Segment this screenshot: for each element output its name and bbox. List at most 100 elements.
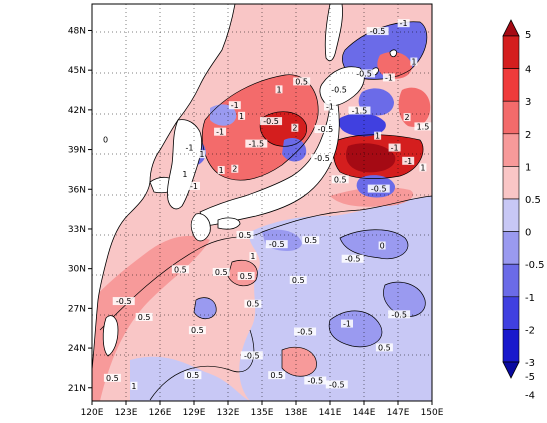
contour-label: 1 [219,166,224,175]
colorbar-top-arrow [502,19,520,37]
land-korea [167,119,203,210]
contour-label-bg [260,117,283,126]
contour-label-bg [102,135,110,144]
contour-label-bg [237,271,255,280]
contour-label-bg [331,175,349,184]
land-asia-continent [92,4,236,371]
colorbar-label: 1 [525,162,531,173]
contour-label: -0.5 [307,376,323,385]
contour-label-bg [249,252,257,261]
contour-label: 0.5 [270,371,283,380]
contour-label: -0.5 [331,85,347,94]
contour-label-bg [382,73,395,82]
contour-label-bg [419,163,427,172]
contour-label: 0.5 [247,300,260,309]
contour-label: -1 [216,128,224,137]
anomaly-region-negative-korea-east [210,104,237,126]
lon-tick-label: 120E [81,408,104,418]
contour-label: -0.5 [329,380,345,389]
contour-label: -0.5 [314,154,330,163]
contour-label-bg [265,240,288,249]
colorbar-segment [502,231,520,265]
colorbar-label: 0 [525,228,531,239]
colorbar-label: 3 [525,97,531,108]
lat-tick-label: 39N [68,146,86,156]
contour-label-bg [388,143,401,152]
lat-tick-label: 48N [68,26,86,36]
lat-tick-label: 30N [68,265,86,275]
contour-label: 1 [131,382,136,391]
colorbar-label: 0.5 [525,195,541,206]
contour-label: -0.5 [244,351,260,360]
contour-label: 0.5 [334,175,347,184]
anomaly-region-negative-japan-sea-2 [282,137,307,162]
contour-label-bg [366,27,389,36]
colorbar-label: -1 [525,293,535,304]
colorbar-label: -2 [525,325,535,336]
contour-label: -0.5 [263,117,279,126]
contour-label: 0.5 [240,272,253,281]
contour-label: 0.5 [378,343,391,352]
contour-label-bg [183,143,196,152]
land-shikoku [217,217,241,230]
contour-label-bg [130,381,138,390]
contour-label-bg [311,154,334,163]
lon-tick-label: 132E [217,408,240,418]
contour-label: -1 [185,144,193,153]
contour-label: 1 [182,170,187,179]
contour-label-bg [268,371,286,380]
lat-tick-label: 24N [68,344,86,354]
contour-label: -1 [326,103,334,112]
contour-label: 2 [405,113,410,122]
map-panel: -1-0.5-0.5 -11-0.5-1 -1.50.5-0.51-12-11-1.… [92,4,432,401]
colorbar-segment [502,198,520,232]
contour-label: 0.5 [174,265,187,274]
colorbar-segment [502,263,520,298]
colorbar-segment [502,133,520,167]
colorbar-label: 2 [525,130,531,141]
contour-label-bg [341,319,353,328]
lon-tick-label: 144E [353,408,376,418]
contour-label-bg [325,380,348,389]
contour-label-bg [171,265,189,274]
contour-label-bg [374,131,382,140]
contour-label: -1 [400,19,408,28]
contour-label: 2 [232,165,237,174]
contour-label: 0.5 [295,77,308,86]
contour-label: -0.5 [370,27,386,36]
contour-label-bg [293,77,311,86]
contour-label: 1 [239,112,244,121]
colorbar-segment [502,166,520,200]
contour-label-bg [291,123,299,132]
contour-label: -0.5 [371,185,387,194]
contour-label-bg [214,127,227,136]
contour-label-bg [236,230,254,239]
anomaly-region-positive-ne-pacific-core [345,143,396,173]
contour-label-bg [198,150,206,159]
colorbar-segment [502,68,520,102]
contour-label: -1 [343,320,351,329]
contour-label: 0.5 [191,326,204,335]
contour-labels: -1-0.5-0.5 -11-0.5-1 -1.50.5-0.51-12-11-1.… [102,19,432,391]
lat-tick-label: 45N [68,66,86,76]
contour-label-bg [375,343,393,352]
anomaly-region-negative-mid [340,229,408,259]
contour-label-bg [314,125,337,134]
contour-label-bg [289,275,307,284]
anomaly-region-positive-shelf [92,235,210,401]
contour-label: 0 [103,136,108,145]
lon-tick-label: 138E [285,408,308,418]
colorbar-bottom-arrow [502,361,520,379]
contour-label-bg [302,236,320,245]
longitude-ticks: 120E 123E 126E 129E 132E 135E 138E 141E 144E 147E… [81,401,444,418]
contour-label-bg [244,299,262,308]
colorbar-label: -0.5 [525,260,545,271]
contour-label: 1 [250,252,255,261]
colorbar-segment [502,100,520,135]
colorbar-label: 5 [525,30,531,41]
contour-label-bg [367,184,390,193]
contour-label: -0.5 [116,297,132,306]
contour-label: 0.5 [215,268,228,277]
contour-label-bg [184,371,202,380]
